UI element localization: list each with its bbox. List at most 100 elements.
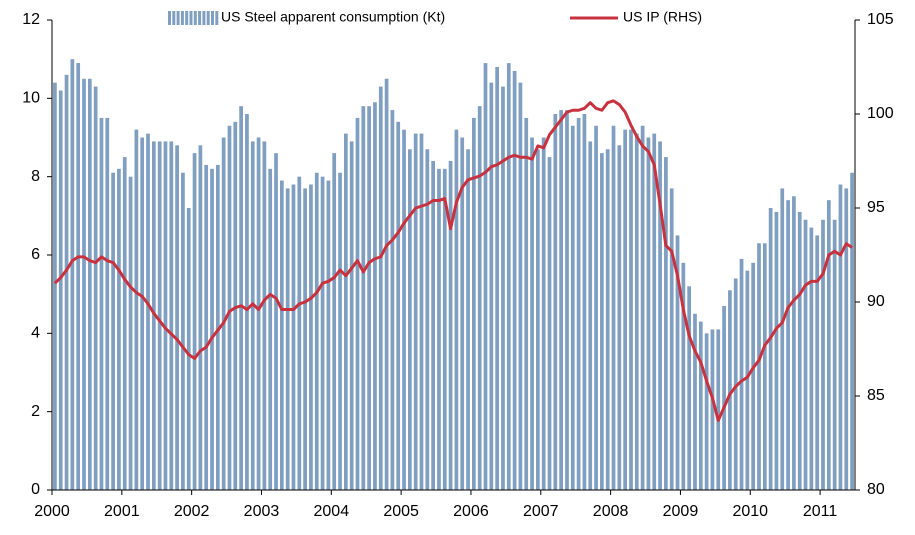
bar xyxy=(384,78,389,490)
bar xyxy=(227,125,232,490)
y-tick-label: 12 xyxy=(22,11,40,28)
bar xyxy=(681,262,686,490)
bar xyxy=(594,125,598,490)
bar xyxy=(431,161,435,490)
bar xyxy=(361,106,366,491)
bar xyxy=(256,137,261,490)
bar xyxy=(751,262,756,490)
x-tick-label: 2007 xyxy=(523,503,559,520)
bar xyxy=(815,235,820,490)
bar xyxy=(565,110,569,490)
bar xyxy=(117,168,121,491)
bar xyxy=(233,121,238,490)
bar xyxy=(739,258,744,490)
bar xyxy=(192,153,197,490)
bar xyxy=(338,172,342,490)
y-tick-label: 6 xyxy=(31,246,40,263)
y2-tick-label: 80 xyxy=(867,481,885,498)
bar xyxy=(76,63,81,490)
x-tick-label: 2011 xyxy=(803,503,838,520)
bar xyxy=(483,63,488,490)
bar xyxy=(291,184,296,490)
bar xyxy=(553,114,558,490)
bar xyxy=(355,117,360,491)
legend-swatch xyxy=(168,11,171,25)
bar xyxy=(163,141,168,490)
bar xyxy=(745,270,750,490)
bar xyxy=(629,129,633,490)
y-tick-label: 0 xyxy=(31,481,40,498)
bar xyxy=(524,117,529,491)
bar xyxy=(349,141,354,490)
x-tick-label: 2002 xyxy=(174,503,210,520)
legend-swatch xyxy=(180,11,184,25)
bar xyxy=(792,196,796,490)
bar xyxy=(99,117,104,491)
bar xyxy=(669,188,674,490)
bar xyxy=(728,290,732,490)
bar xyxy=(448,161,453,490)
bar xyxy=(332,153,337,490)
y2-tick-label: 85 xyxy=(867,387,885,404)
bar xyxy=(704,333,709,490)
bar xyxy=(402,129,406,490)
bar xyxy=(489,82,494,491)
bar xyxy=(605,149,610,490)
bar xyxy=(797,211,802,490)
x-tick-label: 2008 xyxy=(593,503,629,520)
bar xyxy=(215,164,220,490)
bar xyxy=(838,184,843,490)
legend-label: US Steel apparent consumption (Kt) xyxy=(221,9,445,25)
y-tick-label: 8 xyxy=(31,168,40,185)
bar xyxy=(82,78,86,490)
bar xyxy=(320,176,325,490)
bar xyxy=(297,176,302,490)
bar xyxy=(774,211,779,490)
bar xyxy=(821,219,825,490)
y-tick-label: 4 xyxy=(31,325,40,342)
bar xyxy=(262,141,267,490)
bar xyxy=(268,168,273,491)
y2-tick-label: 95 xyxy=(867,199,885,216)
bar xyxy=(373,102,377,490)
bar xyxy=(367,106,371,491)
bar xyxy=(58,90,63,490)
legend-swatch xyxy=(185,11,189,25)
bar xyxy=(169,141,174,490)
bar xyxy=(390,110,395,490)
bar xyxy=(285,188,290,490)
bar xyxy=(559,110,564,490)
x-tick-label: 2001 xyxy=(104,503,140,520)
legend-swatch xyxy=(189,11,193,25)
legend-swatch xyxy=(176,11,180,25)
bar xyxy=(186,208,191,490)
legend-swatch xyxy=(193,11,197,25)
bar xyxy=(547,157,552,491)
bar xyxy=(809,227,814,491)
bar xyxy=(698,321,703,490)
bar xyxy=(221,137,226,490)
bar xyxy=(64,74,69,490)
bar xyxy=(762,243,767,490)
legend-swatch xyxy=(211,11,214,25)
bar xyxy=(437,168,441,491)
bar xyxy=(803,219,808,490)
bar xyxy=(541,137,546,490)
x-tick-label: 2005 xyxy=(383,503,419,520)
bar xyxy=(611,125,616,490)
bar xyxy=(122,157,127,491)
bar xyxy=(623,129,628,490)
bar xyxy=(757,243,761,490)
legend-swatch xyxy=(202,11,206,25)
legend-label: US IP (RHS) xyxy=(623,9,702,25)
x-tick-label: 2000 xyxy=(34,503,70,520)
bar xyxy=(181,172,185,490)
bar xyxy=(87,78,92,490)
bar xyxy=(140,137,145,490)
bar xyxy=(512,70,517,491)
bar xyxy=(664,157,668,491)
bar xyxy=(105,117,110,491)
bar xyxy=(722,305,726,490)
bar xyxy=(460,137,465,490)
x-tick-label: 2009 xyxy=(663,503,699,520)
